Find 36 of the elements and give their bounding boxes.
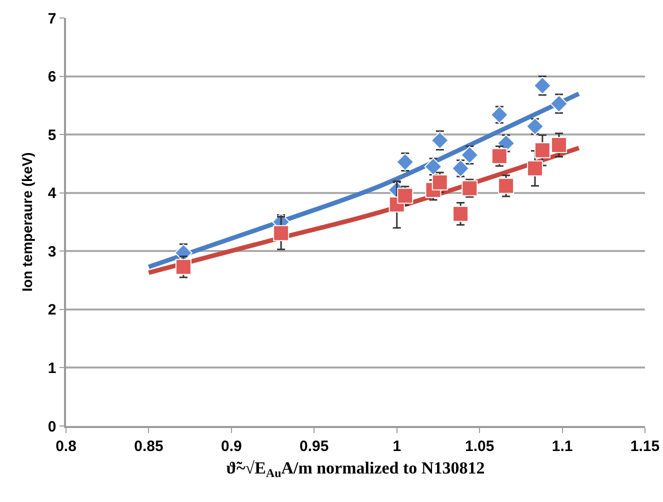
- line-series: [146, 146, 582, 275]
- x-tick-label: 0.95: [300, 438, 329, 455]
- x-tick-label: 0.9: [221, 438, 242, 455]
- point: [396, 153, 414, 171]
- x-tick-label: 0.8: [56, 438, 76, 455]
- y-tick-label: 1: [48, 360, 56, 377]
- point: [490, 106, 508, 124]
- y-axis-title: Ion temperaure (keV): [19, 152, 36, 292]
- point: [534, 142, 550, 158]
- point: [175, 258, 192, 275]
- point: [432, 174, 448, 190]
- x-tick-label: 1: [392, 438, 402, 455]
- point: [550, 94, 568, 113]
- point: [550, 137, 567, 154]
- point: [273, 225, 290, 242]
- line-series: [146, 92, 582, 270]
- point: [430, 131, 449, 150]
- y-tick-label: 5: [48, 126, 56, 144]
- x-tick-label: 0.85: [134, 438, 164, 455]
- y-tick-label: 6: [48, 68, 56, 86]
- point: [460, 146, 479, 164]
- x-tick-label: 1.1: [552, 438, 573, 455]
- point: [452, 206, 469, 222]
- y-tick-label: 2: [48, 302, 56, 319]
- x-tick-label: 1.15: [630, 438, 660, 455]
- point: [491, 148, 508, 164]
- point: [526, 160, 543, 176]
- y-tick-label: 0: [48, 418, 56, 436]
- x-tick-label: 1.05: [464, 438, 494, 455]
- y-tick-label: 3: [48, 243, 56, 260]
- point: [533, 76, 552, 95]
- y-tick-label: 7: [48, 10, 56, 28]
- point: [397, 188, 414, 204]
- point: [498, 178, 514, 194]
- y-tick-label: 4: [48, 185, 57, 202]
- x-axis-title: ϑ̃~√E$_{Au}$A/m normalized to N130812: [226, 458, 485, 480]
